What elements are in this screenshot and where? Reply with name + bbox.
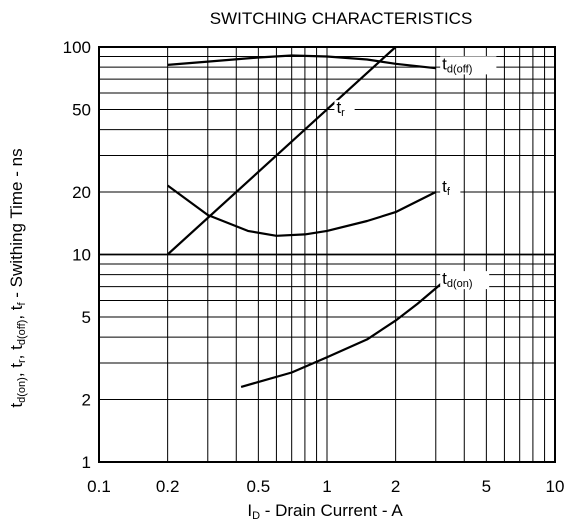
series-line-1 [166, 46, 397, 256]
series-label-0: td(off) [442, 54, 472, 75]
x-tick-label: 10 [546, 477, 565, 496]
series-label-bg [440, 179, 461, 198]
x-axis-label: ID - Drain Current - A [247, 501, 403, 522]
y-tick-label: 20 [72, 183, 91, 202]
series-line-0 [167, 54, 436, 70]
series-label-2: tf [442, 177, 451, 198]
series-label-1: tr [336, 98, 345, 119]
series-label-bg [440, 56, 497, 75]
axis-ticks: 0.1 0.2 0.5 1 2 5 10 1 2 5 10 20 50 100 [63, 38, 565, 496]
y-tick-label: 5 [82, 308, 91, 327]
plot-frame [98, 46, 556, 463]
series-label-3: td(on) [442, 269, 472, 290]
y-tick-label: 50 [72, 100, 91, 119]
y-tick-label: 10 [72, 246, 91, 265]
x-tick-label: 5 [482, 477, 491, 496]
series-group: td(off) tr tf td(on) [166, 46, 497, 388]
series-line-3 [240, 282, 443, 388]
y-tick-label: 1 [82, 453, 91, 472]
x-tick-label: 0.5 [247, 477, 271, 496]
y-tick-label: 100 [63, 38, 91, 57]
x-tick-label: 2 [391, 477, 400, 496]
series-label-bg [334, 100, 355, 119]
series-line-2 [166, 184, 437, 237]
chart-title: SWITCHING CHARACTERISTICS [210, 9, 473, 28]
x-tick-label: 1 [322, 477, 331, 496]
x-tick-label: 0.1 [87, 477, 111, 496]
series-label-bg [440, 271, 490, 290]
y-tick-label: 2 [82, 391, 91, 410]
y-axis-label: td(on), tr, td(off), tf - Swithing Time … [7, 148, 28, 407]
x-tick-label: 0.2 [156, 477, 180, 496]
